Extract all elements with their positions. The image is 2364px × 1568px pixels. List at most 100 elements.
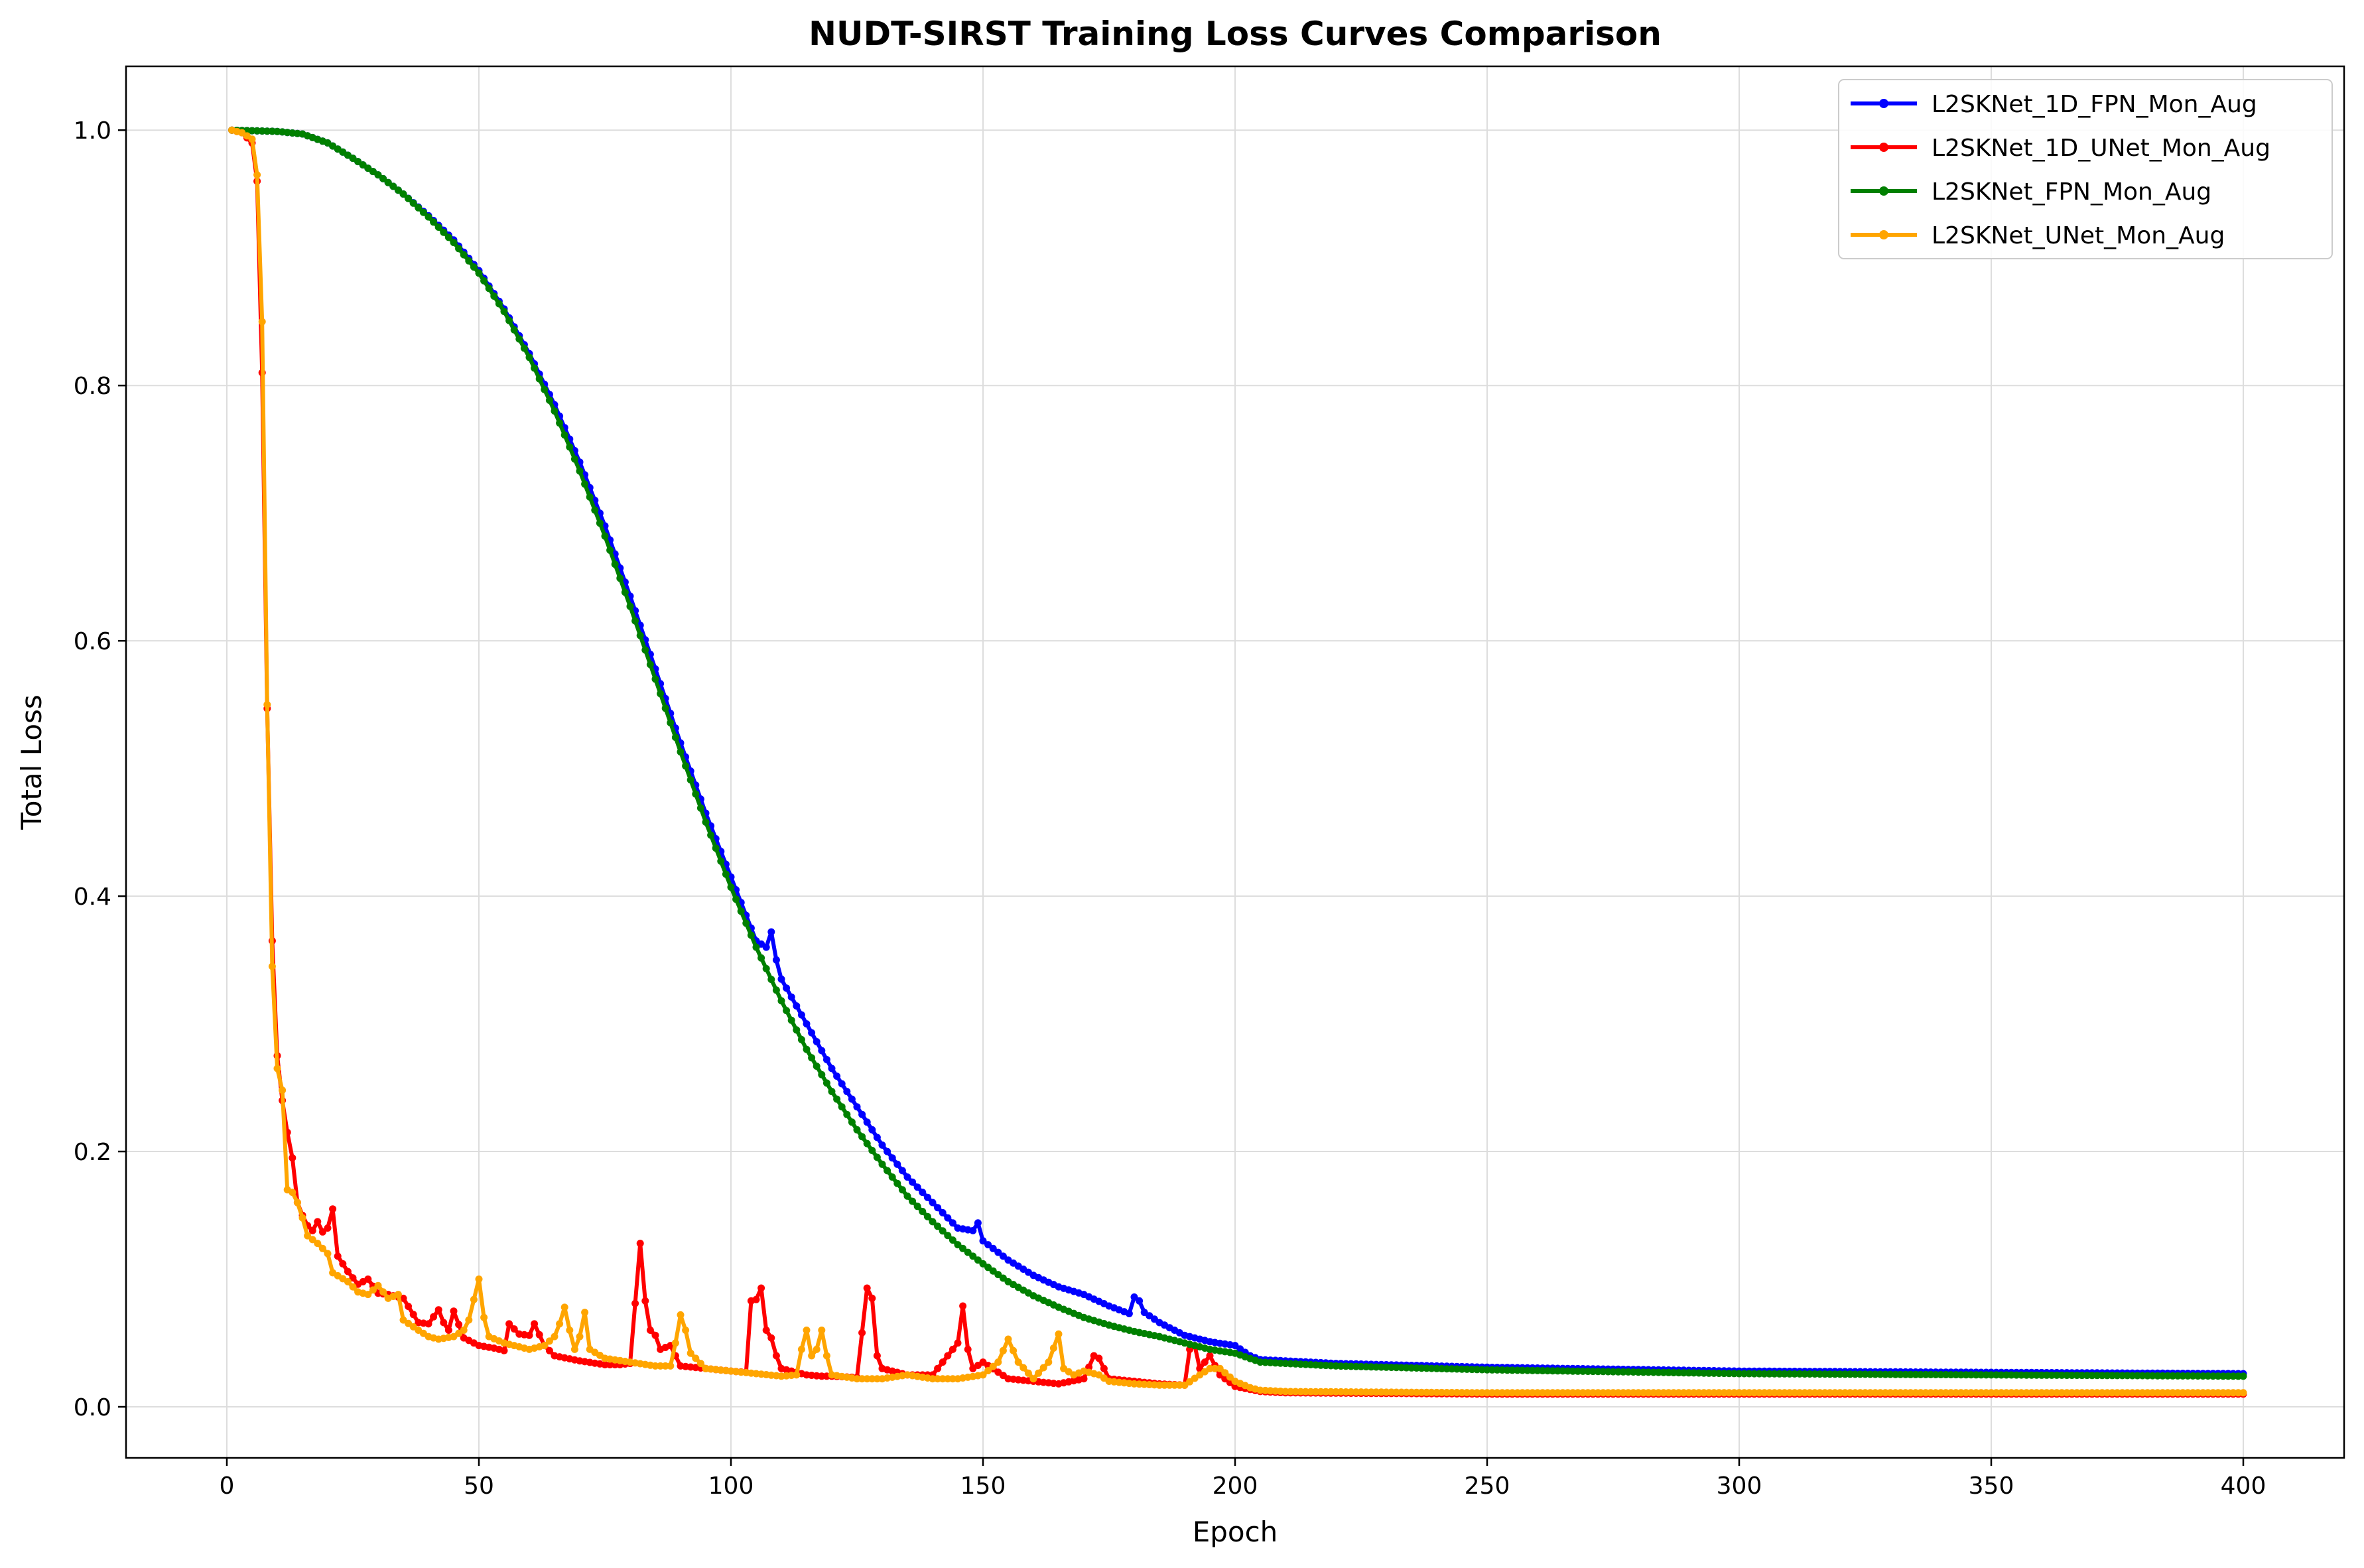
data-point [898, 1167, 906, 1175]
data-point [1443, 1389, 1451, 1396]
data-point [913, 1203, 921, 1210]
data-point [712, 844, 720, 852]
data-point [2164, 1389, 2172, 1397]
data-point [470, 263, 478, 271]
data-point [1301, 1388, 1309, 1396]
data-point [868, 1375, 876, 1383]
data-point [893, 1179, 901, 1187]
data-point [999, 1274, 1007, 1282]
data-point [2129, 1389, 2136, 1397]
data-point [853, 1375, 861, 1383]
data-point [1402, 1388, 1410, 1396]
data-point [2028, 1389, 2036, 1397]
data-point [1327, 1388, 1335, 1396]
data-point [929, 1218, 937, 1226]
data-point [2199, 1372, 2207, 1380]
data-point [783, 1007, 791, 1015]
data-point [813, 1038, 821, 1045]
data-point [2164, 1372, 2172, 1380]
data-point [1594, 1389, 1602, 1397]
data-point [1791, 1389, 1799, 1397]
data-point [1846, 1370, 1854, 1378]
data-point [1720, 1370, 1728, 1378]
data-point [1584, 1368, 1592, 1375]
data-point [1528, 1366, 1536, 1374]
data-point [1679, 1369, 1687, 1377]
data-point [1453, 1389, 1461, 1396]
data-point [1675, 1369, 1683, 1377]
data-point [813, 1063, 821, 1070]
data-point [1569, 1367, 1577, 1375]
data-point [1861, 1389, 1869, 1397]
data-point [777, 997, 785, 1005]
data-point [560, 431, 568, 439]
data-point [1024, 1369, 1032, 1377]
data-point [344, 1268, 352, 1275]
data-point [843, 1088, 851, 1096]
data-point [505, 1320, 513, 1328]
data-point [853, 1126, 861, 1134]
data-point [1543, 1389, 1551, 1397]
data-point [742, 919, 750, 927]
data-point [1281, 1388, 1289, 1396]
data-point [1644, 1368, 1652, 1376]
legend-swatch-marker [1879, 99, 1888, 108]
data-point [1514, 1389, 1522, 1397]
data-point [959, 1302, 967, 1310]
data-point [2224, 1389, 2232, 1397]
data-point [1836, 1370, 1844, 1378]
data-point [767, 1334, 775, 1342]
data-point [405, 1303, 413, 1311]
data-point [1498, 1389, 1506, 1397]
data-point [490, 293, 498, 300]
data-point [1987, 1371, 1995, 1379]
data-point [1997, 1371, 2005, 1379]
y-tick-label: 0.6 [74, 628, 111, 655]
data-point [1503, 1366, 1511, 1374]
data-point [2003, 1389, 2010, 1397]
data-point [1518, 1366, 1526, 1374]
data-point [1982, 1389, 1990, 1397]
data-point [949, 1375, 956, 1383]
data-point [1221, 1369, 1229, 1377]
data-point [1100, 1364, 1108, 1372]
data-point [1619, 1368, 1627, 1376]
data-point [2048, 1371, 2056, 1379]
data-point [586, 493, 594, 501]
data-point [304, 1232, 312, 1240]
data-point [2038, 1371, 2046, 1379]
x-tick-label: 300 [1717, 1472, 1762, 1500]
data-point [1332, 1388, 1340, 1396]
data-point [1675, 1389, 1683, 1397]
data-point [843, 1110, 851, 1118]
data-point [787, 1016, 795, 1024]
data-point [687, 1349, 694, 1357]
data-point [1574, 1367, 1582, 1375]
data-point [1977, 1371, 1985, 1379]
data-point [858, 1110, 866, 1118]
data-point [1574, 1389, 1582, 1397]
data-point [808, 1352, 816, 1360]
data-point [475, 269, 483, 277]
data-point [1906, 1389, 1914, 1397]
data-point [954, 1339, 962, 1347]
data-point [949, 1236, 956, 1244]
data-point [631, 617, 639, 625]
data-point [939, 1375, 947, 1383]
legend-box [1838, 79, 2333, 259]
data-point [1952, 1389, 1960, 1397]
data-point [1821, 1370, 1829, 1378]
data-point [2098, 1372, 2106, 1380]
data-point [929, 1375, 937, 1383]
data-point [1357, 1388, 1365, 1396]
data-point [1483, 1389, 1491, 1397]
legend-item: L2SKNet_FPN_Mon_Aug [1851, 178, 2211, 206]
data-point [2133, 1389, 2141, 1397]
data-point [994, 1358, 1002, 1366]
data-point [2058, 1389, 2066, 1397]
data-point [1039, 1364, 1047, 1372]
data-point [909, 1178, 917, 1186]
data-point [1917, 1370, 1925, 1378]
data-point [1796, 1389, 1804, 1397]
data-point [596, 519, 604, 527]
